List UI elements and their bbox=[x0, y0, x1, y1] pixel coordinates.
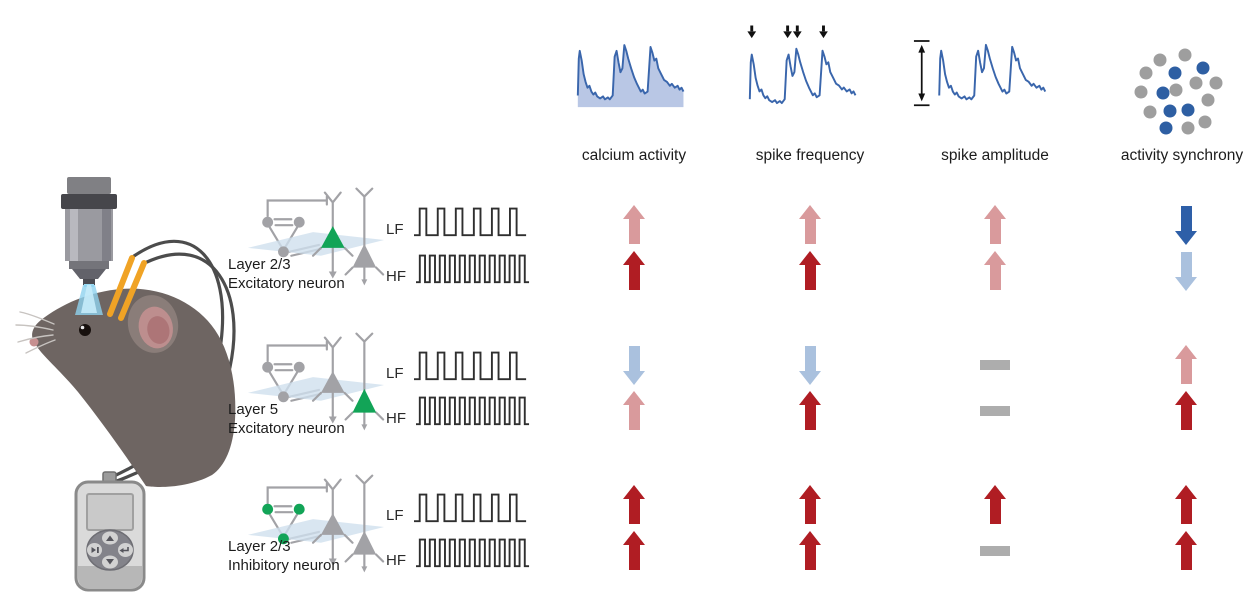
pulse-train-row1-lf: LF bbox=[386, 201, 533, 239]
mouse-head-icon bbox=[15, 288, 236, 487]
row-label-line1: Layer 5 bbox=[228, 401, 279, 418]
pulse-train-row2-lf: LF bbox=[386, 345, 533, 383]
mouse-experiment-illustration bbox=[15, 177, 236, 592]
hf-label: HF bbox=[386, 552, 406, 569]
indicator-row1-calcium-lf bbox=[623, 205, 645, 245]
lf-pulse-train-icon bbox=[413, 207, 526, 237]
indicator-row1-calcium-hf bbox=[623, 251, 645, 291]
indicator-row2-synchrony-lf bbox=[1175, 345, 1197, 385]
electrodes-icon bbox=[107, 255, 147, 321]
indicator-row1-synchrony-lf bbox=[1175, 205, 1197, 245]
indicator-row2-calcium-hf bbox=[623, 391, 645, 431]
pulse-train-row2-hf: HF bbox=[386, 390, 535, 428]
row-label-line2: Excitatory neuron bbox=[228, 420, 345, 437]
mouse-nose-icon bbox=[29, 337, 39, 347]
indicator-row2-calcium-lf bbox=[623, 345, 645, 385]
column-label-spike-frequency: spike frequency bbox=[755, 147, 865, 164]
indicator-row1-frequency-lf bbox=[799, 205, 821, 245]
row-label-line2: Inhibitory neuron bbox=[228, 557, 340, 574]
spike-amplitude-trace-icon bbox=[913, 40, 1047, 107]
indicator-row2-amplitude-lf bbox=[980, 345, 1010, 385]
indicator-row2-frequency-hf bbox=[799, 391, 821, 431]
column-label-activity-synchrony: activity synchrony bbox=[1120, 147, 1244, 164]
indicator-row3-frequency-hf bbox=[799, 531, 821, 571]
stimulator-device-icon bbox=[74, 471, 146, 592]
column-label-calcium-activity: calcium activity bbox=[581, 147, 687, 164]
indicator-row1-synchrony-hf bbox=[1175, 251, 1197, 291]
lf-pulse-train-icon bbox=[413, 493, 526, 523]
circuit-diagram-layer23-excitatory bbox=[247, 187, 385, 286]
hf-pulse-train-icon bbox=[415, 538, 530, 568]
row-label-line1: Layer 2/3 bbox=[228, 256, 291, 273]
spike-frequency-trace-icon bbox=[747, 25, 857, 105]
indicator-row3-calcium-lf bbox=[623, 485, 645, 525]
event-arrows-icon bbox=[747, 25, 828, 39]
circuit-diagram-layer23-inhibitory bbox=[247, 474, 385, 573]
device-screen bbox=[86, 493, 134, 531]
indicator-row2-amplitude-hf bbox=[980, 391, 1010, 431]
indicator-row3-calcium-hf bbox=[623, 531, 645, 571]
indicator-row2-frequency-lf bbox=[799, 345, 821, 385]
indicator-row3-amplitude-hf bbox=[980, 531, 1010, 571]
hf-label: HF bbox=[386, 410, 406, 427]
whiskers-icon bbox=[15, 311, 56, 354]
indicator-row3-amplitude-lf bbox=[984, 485, 1006, 525]
row-label-line1: Layer 2/3 bbox=[228, 538, 291, 555]
lf-label: LF bbox=[386, 221, 404, 238]
light-beam-icon bbox=[75, 285, 103, 315]
row-label-layer23-inhibitory: Layer 2/3 Inhibitory neuron bbox=[228, 537, 398, 575]
row-label-layer23-excitatory: Layer 2/3 Excitatory neuron bbox=[228, 255, 398, 293]
indicator-row3-synchrony-lf bbox=[1175, 485, 1197, 525]
hf-label: HF bbox=[386, 268, 406, 285]
synchrony-dots-icon bbox=[1134, 48, 1223, 135]
lf-pulse-train-icon bbox=[413, 351, 526, 381]
row-label-line2: Excitatory neuron bbox=[228, 275, 345, 292]
mouse-ear-icon bbox=[127, 295, 179, 353]
pulse-train-row3-lf: LF bbox=[386, 487, 533, 525]
indicator-row2-synchrony-hf bbox=[1175, 391, 1197, 431]
pulse-train-row3-hf: HF bbox=[386, 532, 535, 570]
column-label-spike-amplitude: spike amplitude bbox=[941, 147, 1049, 164]
lf-label: LF bbox=[386, 365, 404, 382]
amplitude-scalebar-icon bbox=[913, 40, 930, 107]
indicator-row1-frequency-hf bbox=[799, 251, 821, 291]
lf-label: LF bbox=[386, 507, 404, 524]
indicator-row1-amplitude-hf bbox=[984, 251, 1006, 291]
hf-pulse-train-icon bbox=[415, 396, 530, 426]
indicator-row3-synchrony-hf bbox=[1175, 531, 1197, 571]
pulse-train-row1-hf: HF bbox=[386, 248, 535, 286]
microscope-objective-icon bbox=[61, 177, 117, 287]
calcium-trace-icon bbox=[576, 44, 685, 108]
indicator-row1-amplitude-lf bbox=[984, 205, 1006, 245]
circuit-diagram-layer5-excitatory bbox=[247, 332, 385, 431]
indicator-row3-frequency-lf bbox=[799, 485, 821, 525]
row-label-layer5-excitatory: Layer 5 Excitatory neuron bbox=[228, 400, 398, 438]
hf-pulse-train-icon bbox=[415, 254, 530, 284]
mouse-eye-icon bbox=[79, 324, 91, 336]
